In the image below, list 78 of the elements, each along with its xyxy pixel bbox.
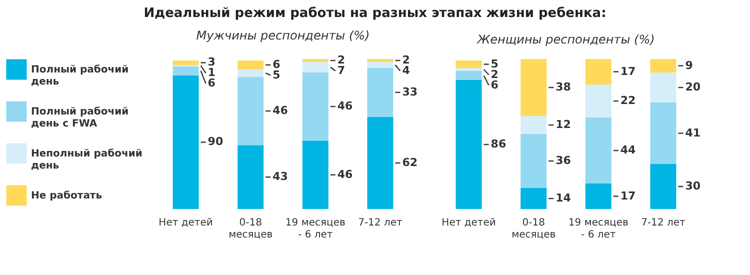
data-label: 36	[556, 154, 572, 167]
data-label: 46	[337, 100, 354, 113]
data-label: 17	[620, 189, 636, 202]
data-label: 38	[556, 80, 571, 94]
x-tick-label: 0-18 месяцев	[228, 218, 273, 240]
data-label: 30	[685, 180, 701, 192]
data-label: 6	[272, 58, 281, 71]
bar	[456, 68, 482, 71]
bar	[456, 60, 482, 68]
x-tick-label: 7-12 лет	[641, 218, 686, 228]
bar	[302, 62, 328, 72]
bar	[585, 184, 612, 209]
data-label: 2	[402, 53, 410, 66]
bar	[650, 102, 676, 164]
data-label: 17	[620, 64, 636, 78]
data-label: 14	[556, 192, 572, 204]
data-label: 90	[208, 135, 224, 148]
data-label: 41	[685, 126, 701, 140]
x-tick-label: 19 месяцев - 6 лет	[568, 218, 628, 240]
bar	[238, 69, 264, 77]
data-label: 12	[556, 118, 571, 131]
data-label: 2	[490, 68, 498, 81]
bar	[302, 59, 328, 62]
data-label: 62	[402, 156, 418, 169]
legend-label: Не работать	[31, 190, 102, 202]
data-label: 5	[490, 57, 498, 70]
data-label: 7	[337, 64, 346, 77]
chart-title: Идеальный режим работы на разных этапах жизни ребенка:	[142, 5, 608, 23]
bar	[238, 145, 264, 209]
data-label: 3	[208, 56, 216, 69]
bar	[238, 60, 264, 70]
data-label: 4	[402, 64, 410, 77]
data-label: 20	[685, 80, 701, 94]
x-tick-label: 0-18 месяцев	[512, 218, 556, 240]
data-label: 22	[620, 94, 636, 107]
bar	[172, 60, 199, 65]
bar	[520, 188, 547, 209]
legend-label: Полный рабочий день	[31, 64, 129, 88]
x-tick-label: 7-12 лет	[358, 218, 403, 228]
bar	[367, 68, 394, 117]
bar	[367, 116, 394, 209]
data-label: 6	[490, 78, 499, 92]
bar	[302, 72, 328, 141]
bar	[367, 59, 394, 62]
bar	[585, 118, 612, 184]
data-label: 46	[272, 104, 288, 117]
bar	[520, 59, 547, 116]
bar	[520, 134, 547, 188]
chart-subtitle: Женщины респонденты (%)	[476, 32, 655, 46]
bar	[367, 62, 394, 68]
data-label: 43	[272, 170, 288, 184]
bar	[456, 71, 482, 80]
data-label: 46	[337, 168, 354, 181]
x-tick-label: Нет детей	[158, 218, 213, 228]
data-label: 2	[337, 53, 346, 66]
bar	[238, 76, 264, 146]
bar	[650, 72, 676, 102]
data-label: 86	[490, 138, 506, 150]
x-tick-label: 19 месяцев - 6 лет	[285, 218, 346, 240]
bar	[585, 59, 612, 84]
bar	[172, 75, 199, 209]
data-label: 33	[402, 85, 418, 98]
x-tick-label: Нет детей	[442, 218, 496, 228]
bar	[650, 164, 676, 209]
bar	[650, 59, 676, 72]
bar	[456, 80, 482, 209]
legend-label: Неполный рабочий день	[31, 148, 142, 172]
data-label: 5	[272, 68, 280, 82]
chart-subtitle: Мужчины респонденты (%)	[196, 28, 370, 42]
legend-label: Полный рабочий день с FWA	[31, 106, 129, 130]
data-label: 1	[208, 66, 216, 80]
bar	[172, 66, 199, 76]
data-label: 44	[620, 144, 636, 156]
bar	[585, 84, 612, 118]
bar	[520, 116, 547, 134]
bar	[302, 140, 328, 209]
data-label: 6	[208, 76, 216, 90]
data-label: 9	[685, 58, 693, 72]
